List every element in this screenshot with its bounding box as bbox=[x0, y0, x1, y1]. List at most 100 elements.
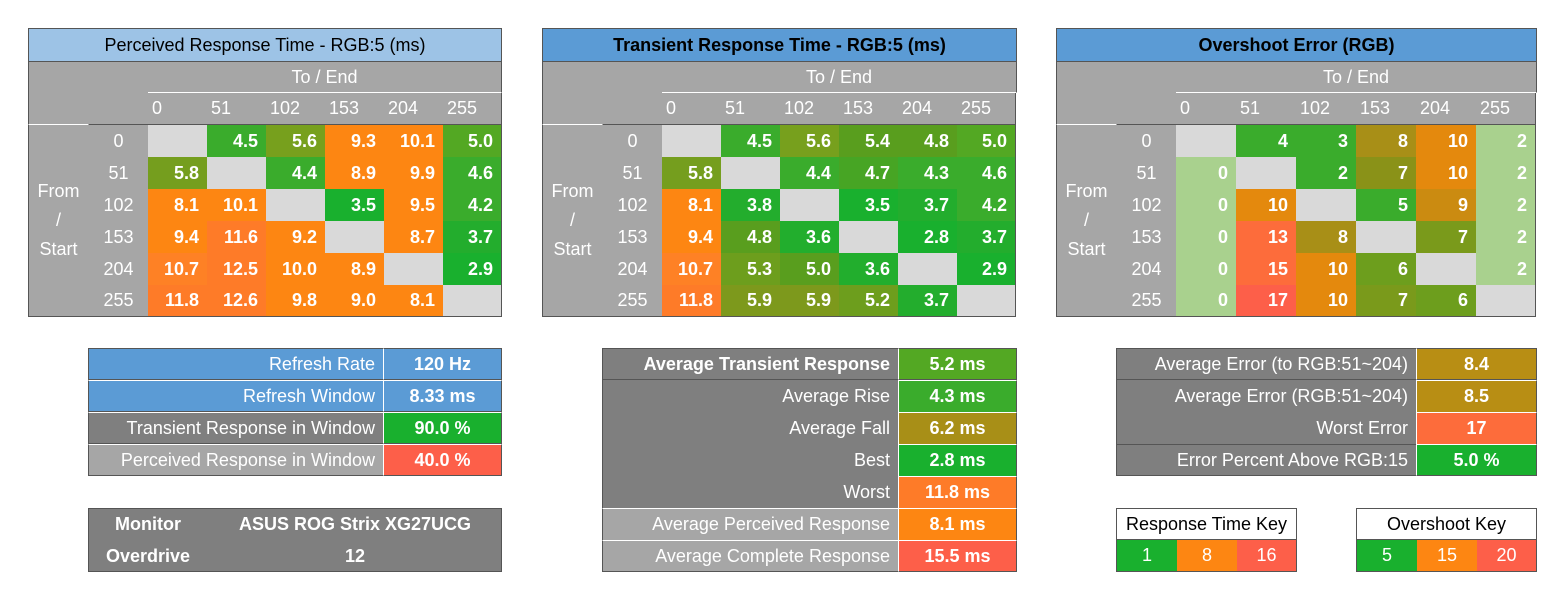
transient-window-label: Transient Response in Window bbox=[88, 412, 384, 444]
heatmap-cell: 0 bbox=[1176, 285, 1236, 317]
heatmap-cell-empty bbox=[780, 189, 839, 221]
perceived-window-value: 40.0 % bbox=[383, 444, 502, 476]
heatmap-cell-empty bbox=[148, 125, 207, 157]
heatmap-cell: 13 bbox=[1236, 221, 1296, 253]
avg-fall-label: Average Fall bbox=[602, 412, 899, 444]
monitor-label: Monitor bbox=[115, 513, 181, 534]
corner-block bbox=[1056, 61, 1177, 125]
avg-rise-value: 4.3 ms bbox=[898, 380, 1017, 412]
to-end-label: To / End bbox=[148, 61, 502, 93]
heatmap-cell: 7 bbox=[1416, 221, 1476, 253]
heatmap-cell: 4.2 bbox=[957, 189, 1016, 221]
heatmap-cell-empty bbox=[325, 221, 384, 253]
heatmap-cell-empty bbox=[443, 285, 502, 317]
heatmap-cell: 10 bbox=[1416, 157, 1476, 189]
overshoot-key-swatch-2: 15 bbox=[1417, 539, 1477, 572]
heatmap-cell: 5.8 bbox=[148, 157, 207, 189]
heatmap-cell: 6 bbox=[1356, 253, 1416, 285]
response-key-swatch-3: 16 bbox=[1237, 539, 1297, 572]
heatmap-cell: 11.8 bbox=[148, 285, 207, 317]
heatmap-cell: 3.7 bbox=[898, 285, 957, 317]
overshoot-key-title: Overshoot Key bbox=[1356, 508, 1537, 540]
perceived-window-label: Perceived Response in Window bbox=[88, 444, 384, 476]
overdrive-label: Overdrive bbox=[105, 545, 191, 566]
heatmap-cell: 15 bbox=[1236, 253, 1296, 285]
to-end-label: To / End bbox=[662, 61, 1017, 93]
response-key-swatch-2: 8 bbox=[1177, 539, 1237, 572]
refresh-window-value: 8.33 ms bbox=[383, 380, 502, 412]
heatmap-cell: 2 bbox=[1476, 221, 1536, 253]
corner-block bbox=[542, 61, 663, 125]
chart-title: Transient Response Time - RGB:5 (ms) bbox=[542, 28, 1017, 62]
from-start-label: From / Start bbox=[28, 124, 89, 317]
col-tick-label: 204 bbox=[1416, 93, 1476, 125]
overshoot-key-swatch-3: 20 bbox=[1477, 539, 1537, 572]
row-tick-label: 102 bbox=[1116, 189, 1177, 221]
heatmap-cell: 4.6 bbox=[443, 157, 502, 189]
heatmap-cell: 7 bbox=[1356, 285, 1416, 317]
col-tick-label: 51 bbox=[207, 93, 266, 125]
heatmap-cell: 12.5 bbox=[207, 253, 266, 285]
corner-block bbox=[28, 61, 149, 125]
heatmap-cell: 0 bbox=[1176, 221, 1236, 253]
heatmap-cell: 2 bbox=[1476, 253, 1536, 285]
heatmap-cell: 5.9 bbox=[780, 285, 839, 317]
error-percent-value: 5.0 % bbox=[1416, 444, 1537, 476]
chart-title: Perceived Response Time - RGB:5 (ms) bbox=[28, 28, 502, 62]
chart-title: Overshoot Error (RGB) bbox=[1056, 28, 1537, 62]
to-end-label: To / End bbox=[1176, 61, 1537, 93]
heatmap-cell: 10 bbox=[1416, 125, 1476, 157]
heatmap-cell: 9.8 bbox=[266, 285, 325, 317]
heatmap-cell: 2 bbox=[1476, 125, 1536, 157]
avg-error-value: 8.5 bbox=[1416, 380, 1537, 412]
heatmap-cell: 5.3 bbox=[721, 253, 780, 285]
heatmap-cell: 2 bbox=[1476, 189, 1536, 221]
response-key-swatch-1: 1 bbox=[1116, 539, 1177, 572]
avg-error-to-label: Average Error (to RGB:51~204) bbox=[1116, 348, 1417, 380]
heatmap-cell: 2 bbox=[1296, 157, 1356, 189]
heatmap-cell: 3.5 bbox=[839, 189, 898, 221]
heatmap-cell-empty bbox=[1176, 125, 1236, 157]
heatmap-cell: 0 bbox=[1176, 253, 1236, 285]
best-value: 2.8 ms bbox=[898, 444, 1017, 476]
heatmap-cell: 5.0 bbox=[443, 125, 502, 157]
col-tick-label: 0 bbox=[148, 93, 207, 125]
heatmap-cell: 9.0 bbox=[325, 285, 384, 317]
heatmap-cell: 5.0 bbox=[957, 125, 1016, 157]
best-label: Best bbox=[602, 444, 899, 476]
heatmap-cell: 8.9 bbox=[325, 253, 384, 285]
heatmap-cell: 10.1 bbox=[384, 125, 443, 157]
col-tick-label: 153 bbox=[1356, 93, 1416, 125]
col-tick-label: 51 bbox=[1236, 93, 1296, 125]
heatmap-cell: 9.4 bbox=[662, 221, 721, 253]
row-tick-label: 51 bbox=[602, 157, 663, 189]
heatmap-cell: 5.2 bbox=[839, 285, 898, 317]
heatmap-cell: 5.4 bbox=[839, 125, 898, 157]
heatmap-cell: 8 bbox=[1356, 125, 1416, 157]
avg-perceived-value: 8.1 ms bbox=[898, 508, 1017, 540]
row-tick-label: 102 bbox=[602, 189, 663, 221]
heatmap-cell: 2.9 bbox=[957, 253, 1016, 285]
heatmap-cell: 4 bbox=[1236, 125, 1296, 157]
heatmap-cell: 9.3 bbox=[325, 125, 384, 157]
monitor-value: ASUS ROG Strix XG27UCG bbox=[238, 513, 472, 534]
heatmap-cell: 3.6 bbox=[839, 253, 898, 285]
avg-error-label: Average Error (RGB:51~204) bbox=[1116, 380, 1417, 412]
heatmap-cell-empty bbox=[1476, 285, 1536, 317]
heatmap-cell: 4.2 bbox=[443, 189, 502, 221]
heatmap-cell: 4.4 bbox=[780, 157, 839, 189]
row-tick-label: 102 bbox=[88, 189, 149, 221]
heatmap-cell: 8 bbox=[1296, 221, 1356, 253]
worst-error-label: Worst Error bbox=[1116, 412, 1417, 444]
heatmap-cell: 8.1 bbox=[384, 285, 443, 317]
col-tick-label: 255 bbox=[443, 93, 502, 125]
worst-error-value: 17 bbox=[1416, 412, 1537, 444]
col-tick-label: 102 bbox=[780, 93, 839, 125]
heatmap-cell: 5.8 bbox=[662, 157, 721, 189]
heatmap-cell: 17 bbox=[1236, 285, 1296, 317]
row-tick-label: 0 bbox=[602, 125, 663, 157]
from-start-label: From / Start bbox=[1056, 124, 1117, 317]
heatmap-cell: 3.7 bbox=[898, 189, 957, 221]
row-tick-label: 51 bbox=[1116, 157, 1177, 189]
heatmap-cell: 9.9 bbox=[384, 157, 443, 189]
